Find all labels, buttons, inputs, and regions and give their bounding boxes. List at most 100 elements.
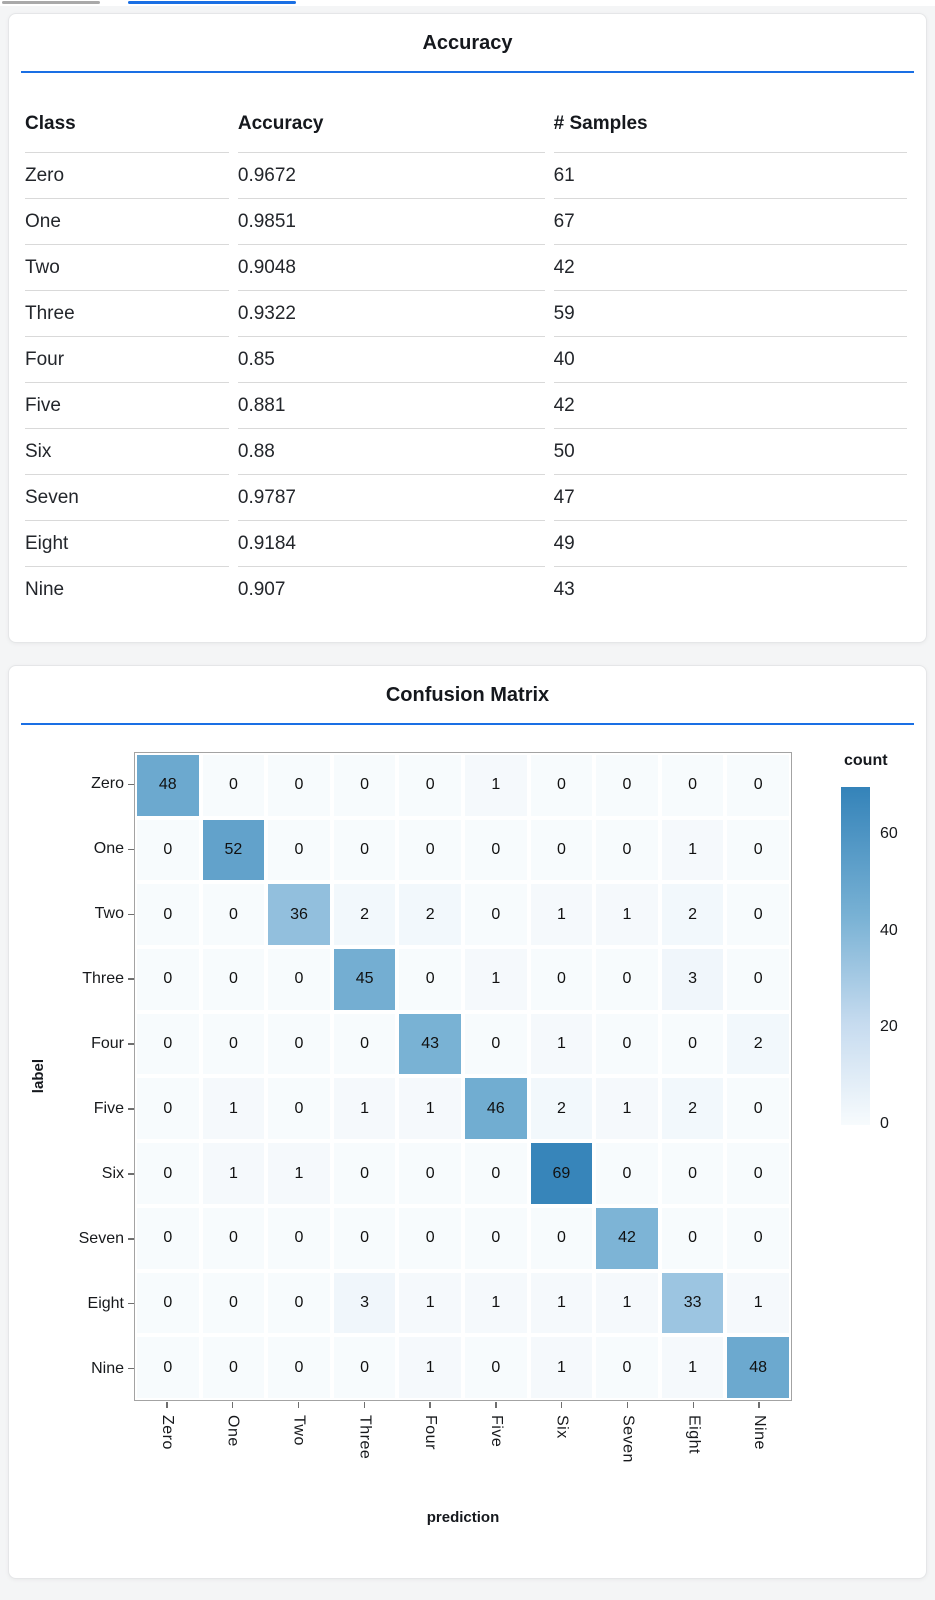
y-axis-label-text: Two [94, 905, 124, 923]
heatmap-cell-value: 46 [464, 1078, 527, 1140]
x-axis-tick [429, 1402, 431, 1408]
heatmap-cell-Four-Two: 0 [266, 1012, 332, 1077]
heatmap-cell-value: 0 [530, 819, 593, 881]
heatmap-cell-Seven-Three: 0 [332, 1206, 398, 1271]
table-row: Nine 0.907 43 [25, 566, 907, 612]
legend-tick-label: 0 [880, 1115, 889, 1132]
y-axis-label-text: One [93, 840, 124, 858]
heatmap-cell-value: 0 [268, 1078, 330, 1140]
table-row: Three 0.9322 59 [25, 290, 907, 336]
heatmap-cell-Eight-Three: 3 [332, 1271, 398, 1336]
heatmap-cell-Eight-Five: 1 [463, 1271, 529, 1336]
heatmap-cell-value: 1 [596, 1078, 658, 1140]
heatmap-cell-value: 1 [530, 1013, 593, 1075]
horizontal-scrollbar-thumb[interactable] [2, 1, 100, 4]
heatmap-cell-value: 0 [137, 949, 199, 1010]
y-axis-label: Three [9, 947, 134, 1012]
heatmap-cell-value: 1 [530, 1337, 593, 1398]
accuracy-cell: 0.9787 [237, 474, 545, 520]
accuracy-cell: 0.88 [237, 428, 545, 474]
x-axis-tick [758, 1402, 760, 1408]
heatmap-cell-Nine-Five: 0 [463, 1335, 529, 1400]
heatmap-cell-value: 0 [727, 884, 789, 946]
heatmap-cell-Two-One: 0 [201, 882, 267, 947]
heatmap-cell-Six-Nine: 0 [725, 1141, 791, 1206]
heatmap-cell-Zero-Three: 0 [332, 753, 398, 818]
accuracy-cell: 0.9048 [237, 244, 545, 290]
y-axis-label-text: Three [82, 970, 124, 988]
legend-title: count [844, 752, 888, 769]
heatmap-cell-value: 33 [661, 1272, 724, 1334]
heatmap-cell-Four-Three: 0 [332, 1012, 398, 1077]
heatmap-cell-value: 0 [268, 755, 330, 816]
x-axis-tick [560, 1402, 563, 1408]
heatmap-cell-Five-Seven: 1 [594, 1076, 660, 1141]
heatmap-cell-Five-Two: 0 [266, 1076, 332, 1141]
y-axis-tick [128, 1367, 134, 1370]
x-axis-label-text: Four [422, 1415, 440, 1450]
x-axis-label: One [200, 1402, 266, 1510]
heatmap-cell-value: 1 [268, 1143, 330, 1204]
heatmap-cell-value: 2 [661, 884, 724, 946]
heatmap-cell-value: 0 [464, 819, 527, 881]
heatmap-cell-Eight-Two: 0 [266, 1271, 332, 1336]
heatmap-cell-value: 1 [596, 884, 658, 946]
heatmap-cell-value: 0 [137, 884, 199, 946]
x-axis-label-text: Seven [619, 1415, 637, 1463]
samples-cell: 67 [553, 198, 907, 244]
panel-title-confusion-matrix: Confusion Matrix [385, 684, 550, 706]
accuracy-panel: Accuracy Class Accuracy # Samples Zero 0.… [8, 13, 927, 643]
heatmap-cell-Zero-One: 0 [201, 753, 267, 818]
heatmap-cell-value: 2 [333, 884, 396, 946]
heatmap-cell-Zero-Seven: 0 [594, 753, 660, 818]
heatmap-cell-Four-Eight: 0 [660, 1012, 726, 1077]
x-axis-labels: Zero One Two Three Four Five Six Seven Eight Nine [134, 1402, 792, 1510]
heatmap-cell-value: 52 [202, 819, 265, 881]
heatmap-cell-value: 0 [268, 1013, 330, 1075]
accuracy-cell: 0.9322 [237, 290, 545, 336]
heatmap-cell-value: 0 [137, 1078, 199, 1140]
heatmap-cell-Eight-Nine: 1 [725, 1271, 791, 1336]
y-axis-tick [128, 978, 134, 980]
y-axis-tick [128, 913, 134, 916]
heatmap-cell-Six-Eight: 0 [660, 1141, 726, 1206]
heatmap-cell-value: 1 [399, 1078, 461, 1140]
heatmap-cell-value: 0 [464, 1207, 527, 1269]
heatmap-cell-Eight-Zero: 0 [135, 1271, 201, 1336]
heatmap-cell-Two-Six: 1 [529, 882, 595, 947]
heatmap-cell-value: 0 [464, 1143, 527, 1204]
heatmap-cell-Five-Four: 1 [397, 1076, 463, 1141]
y-axis-tick [128, 1238, 134, 1240]
heatmap-cell-value: 1 [727, 1272, 789, 1334]
heatmap-cell-value: 0 [530, 1207, 593, 1269]
samples-cell: 40 [553, 336, 907, 382]
heatmap-plot-area: 48 0 0 0 0 1 0 0 0 0 0 52 0 0 0 0 0 0 1 0 0 0 36 2 2 0 1 1 2 0 0 0 0 45 0 1… [134, 752, 792, 1401]
heatmap-cell-Five-Three: 1 [332, 1076, 398, 1141]
heatmap-cell-value: 0 [137, 819, 199, 881]
heatmap-cell-value: 1 [530, 884, 593, 946]
accuracy-cell: 0.85 [237, 336, 545, 382]
heatmap-cell-Six-Five: 0 [463, 1141, 529, 1206]
x-axis-tick [231, 1402, 234, 1408]
confusion-matrix-chart: label Zero One Two Three Four Five Six Seven Eig… [9, 752, 926, 1544]
heatmap-cell-value: 0 [333, 1143, 396, 1204]
heatmap-cell-Two-Seven: 1 [594, 882, 660, 947]
heatmap-cell-value: 0 [268, 819, 330, 881]
heatmap-cell-Two-Nine: 0 [725, 882, 791, 947]
x-axis-label: Four [397, 1402, 463, 1510]
heatmap-cell-value: 0 [661, 1013, 724, 1075]
x-axis-label: Seven [595, 1402, 661, 1510]
heatmap-cell-Two-Five: 0 [463, 882, 529, 947]
heatmap-cell-Nine-Eight: 1 [660, 1335, 726, 1400]
heatmap-cell-value: 0 [399, 755, 461, 816]
heatmap-cell-value: 0 [596, 1143, 658, 1204]
heatmap-cell-Six-Two: 1 [266, 1141, 332, 1206]
x-axis-tick [363, 1402, 366, 1408]
heatmap-cell-value: 2 [661, 1078, 724, 1140]
heatmap-cell-value: 2 [399, 884, 461, 946]
heatmap-cell-Three-Four: 0 [397, 947, 463, 1012]
heatmap-cell-Zero-Nine: 0 [725, 753, 791, 818]
y-axis-label: Seven [9, 1206, 134, 1271]
heatmap-cell-value: 1 [464, 755, 527, 816]
heatmap-cell-Nine-Four: 1 [397, 1335, 463, 1400]
